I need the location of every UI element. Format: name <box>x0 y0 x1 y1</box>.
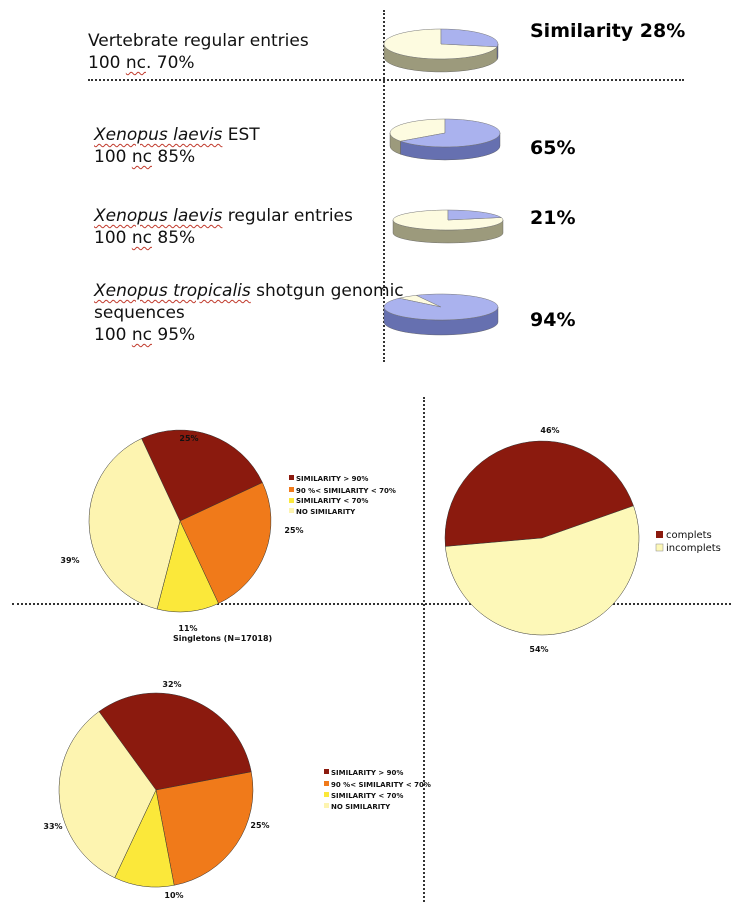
percent-label-xenopus-est: 65% <box>530 137 576 159</box>
legend3-swatch-sim90 <box>324 769 329 774</box>
row-label-xenopus-tropicalis: Xenopus tropicalis shotgun genomic seque… <box>94 281 404 345</box>
pie3d-slice-rest <box>389 118 446 142</box>
pie-third-label-1: 25% <box>250 821 269 830</box>
pie-singletons: 25% 25% 11% 39% <box>60 429 304 633</box>
legend-third-pie: SIMILARITY > 90% 90 %< SIMILARITY < 70% … <box>324 769 431 811</box>
legend-swatch-sim90 <box>289 475 294 480</box>
row-label-xenopus-est: Xenopus laevis EST 100 nc 85% <box>94 125 260 167</box>
pie-third-slice-3 <box>58 711 157 879</box>
legend3-swatch-simlt70 <box>324 792 329 797</box>
pie-complets-slice-1 <box>445 505 640 636</box>
pie-third-label-3: 33% <box>43 822 62 831</box>
legend-label-complets: complets <box>666 530 712 541</box>
top-horizontal-divider <box>88 79 684 81</box>
legend-complets: complets incomplets <box>655 530 721 554</box>
pie-singletons-label-3: 39% <box>60 556 79 565</box>
top-vertical-divider <box>383 10 385 362</box>
legend3-label-nosim: NO SIMILARITY <box>331 803 391 811</box>
legend3-label-sim70-90: 90 %< SIMILARITY < 70% <box>331 781 431 789</box>
pie3d-slice-similarity <box>447 209 503 221</box>
legend-label-sim70-90: 90 %< SIMILARITY < 70% <box>296 487 396 495</box>
pie-third-slice-1 <box>155 771 254 886</box>
pie-singletons-label-2: 11% <box>178 624 197 633</box>
legend3-label-simlt70: SIMILARITY < 70% <box>331 792 403 800</box>
percent-label-xenopus-tropicalis: 94% <box>530 309 576 331</box>
pie3d-2 <box>392 209 504 244</box>
percent-label-vertebrate: Similarity 28% <box>530 20 686 42</box>
pie3d-0 <box>383 28 499 73</box>
legend-swatch-nosim <box>289 508 294 513</box>
pie3d-slice-rest <box>383 28 498 60</box>
pie3d-1 <box>389 118 501 161</box>
pie-singletons-label-1: 25% <box>284 526 303 535</box>
pie3d-slice-similarity <box>399 118 501 148</box>
bottom-vertical-divider <box>423 397 425 902</box>
legend-swatch-complets <box>656 531 663 538</box>
pie-complets-label-1: 54% <box>529 645 548 654</box>
legend-swatch-simlt70 <box>289 498 294 503</box>
pie3d-slice-similarity <box>440 28 499 48</box>
legend3-label-sim90: SIMILARITY > 90% <box>331 769 403 777</box>
pie-third-label-2: 10% <box>164 891 183 900</box>
legend3-swatch-sim70-90 <box>324 781 329 786</box>
legend-label-nosim: NO SIMILARITY <box>296 508 356 516</box>
pie-complets: 46% 54% <box>444 426 640 654</box>
pie-singletons-slice-1 <box>179 482 272 604</box>
legend3-swatch-nosim <box>324 803 329 808</box>
legend-singletons: SIMILARITY > 90% 90 %< SIMILARITY < 70% … <box>289 475 396 516</box>
pie-singletons-slice-3 <box>88 438 181 610</box>
pie3d-3 <box>383 293 499 336</box>
chart-title-singletons: Singletons (N=17018) <box>173 634 272 643</box>
pie-singletons-label-0: 25% <box>179 434 198 443</box>
pie-third: 32% 25% 10% 33% <box>43 680 269 900</box>
legend-swatch-sim70-90 <box>289 487 294 492</box>
pie-complets-slice-0 <box>444 440 634 547</box>
legend-label-sim90: SIMILARITY > 90% <box>296 475 368 483</box>
legend-label-simlt70: SIMILARITY < 70% <box>296 497 368 505</box>
row-label-vertebrate: Vertebrate regular entries 100 nc. 70% <box>88 31 309 73</box>
pie3d-slice-similarity <box>383 293 499 321</box>
pie-complets-label-0: 46% <box>540 426 559 435</box>
pie-third-label-0: 32% <box>162 680 181 689</box>
bottom-horizontal-divider <box>12 603 731 605</box>
pie-singletons-slice-0 <box>141 429 263 522</box>
pie-third-slice-0 <box>98 692 252 791</box>
legend-label-incomplets: incomplets <box>666 543 721 554</box>
percent-label-xenopus-regular: 21% <box>530 207 576 229</box>
legend-swatch-incomplets <box>655 543 664 552</box>
row-label-xenopus-regular: Xenopus laevis regular entries 100 nc 85… <box>94 206 353 248</box>
